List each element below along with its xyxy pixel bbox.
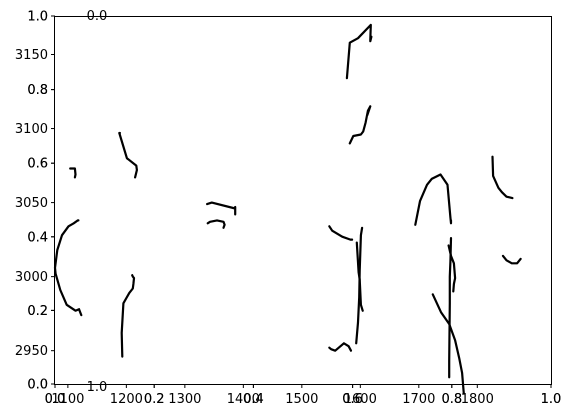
y-tick-label: 0.4 xyxy=(27,230,48,245)
y-tick-label: 0.8 xyxy=(27,83,48,98)
y-tick-label: 0.4 xyxy=(27,230,48,245)
series-line-16 xyxy=(414,173,453,226)
x-tick-label: 1100 xyxy=(51,392,84,407)
series-line-1 xyxy=(53,219,83,317)
series-line-7 xyxy=(348,105,372,145)
x-tick-label: 1300 xyxy=(168,392,201,407)
x-tick-label: 1.0 xyxy=(541,392,562,407)
y-tick-label: 3050 xyxy=(15,196,48,211)
x-tick-label: 0.6 xyxy=(342,392,363,407)
y-tick-label: 0.8 xyxy=(27,83,48,98)
x-tick-label: 0.6 xyxy=(342,392,363,407)
x-tick-label: 0.4 xyxy=(243,392,264,407)
y-tick-label: 0.2 xyxy=(27,304,48,319)
y-tick-label: 2950 xyxy=(15,344,48,359)
x-tick-label: 1500 xyxy=(285,392,318,407)
x-tick-label: 1800 xyxy=(461,392,494,407)
x-tick-label: 1700 xyxy=(402,392,435,407)
series-line-6 xyxy=(206,201,237,216)
y-tick-label: 3150 xyxy=(15,48,48,63)
y-tick-label: 0.6 xyxy=(27,157,48,172)
series-line-14 xyxy=(447,244,457,293)
x-tick-label: 1200 xyxy=(110,392,143,407)
y-tick-label: 0.2 xyxy=(27,304,48,319)
x-tick-label: 1.0 xyxy=(541,392,562,407)
series-line-13 xyxy=(448,237,453,379)
series-line-9 xyxy=(328,225,354,241)
y-tick-label: 0.0 xyxy=(27,378,48,393)
x-tick-label: 0.2 xyxy=(144,392,165,407)
y-tick-label: 0.0 xyxy=(27,378,48,393)
series-line-15 xyxy=(431,293,465,395)
ticks-layer: 0.0 0.2 0.4 0.6 0.8 1.00.00.20.40.60.81.00.0 0… xyxy=(15,10,561,408)
series-line-8 xyxy=(345,23,373,80)
y-tick-label: 1.0 xyxy=(27,10,48,25)
series-line-5 xyxy=(206,219,226,229)
x-tick-label: 1400 xyxy=(227,392,260,407)
x-tick-label: 0.4 xyxy=(243,392,264,407)
series-line-12 xyxy=(355,226,364,345)
series-line-10 xyxy=(328,342,353,352)
plot-frame xyxy=(54,16,552,385)
y-tick-label: 3100 xyxy=(15,122,48,137)
x-tick-label: 0.8 xyxy=(441,392,462,407)
y-tick-label: 1.0 xyxy=(27,10,48,25)
series-line-18 xyxy=(501,254,522,265)
x-tick-label: 0.2 xyxy=(144,392,165,407)
series-line-17 xyxy=(491,155,514,200)
y-tick-label: 0.6 xyxy=(27,157,48,172)
x-tick-label: 1600 xyxy=(344,392,377,407)
clipped-label-top: 0.0 xyxy=(87,9,108,24)
x-tick-label: 0.0 xyxy=(45,392,66,407)
x-tick-label: 0.8 xyxy=(441,392,462,407)
x-tick-label: 0.0 xyxy=(45,392,66,407)
series-line-4 xyxy=(118,131,138,179)
y-tick-label: 3000 xyxy=(15,270,48,285)
data-layer xyxy=(53,23,522,395)
series-line-3 xyxy=(120,274,136,358)
series-line-2 xyxy=(69,167,77,179)
clipped-label-bottom: 1.0 xyxy=(87,380,108,395)
